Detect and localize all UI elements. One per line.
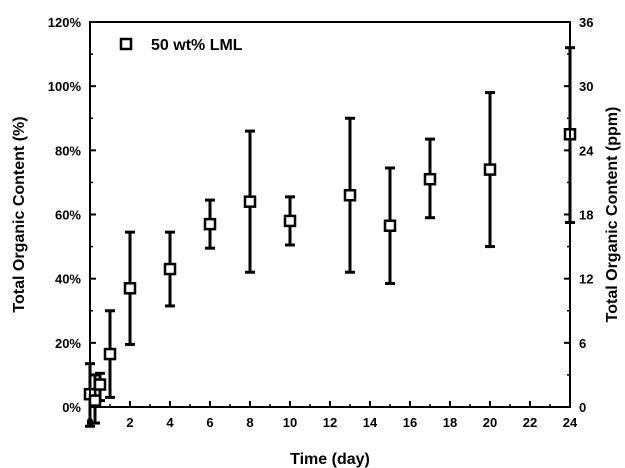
x-tick-label: 22 bbox=[523, 415, 537, 430]
data-markers bbox=[83, 128, 577, 407]
legend-marker bbox=[119, 37, 133, 51]
y-left-tick-label: 20% bbox=[55, 336, 81, 351]
data-point bbox=[163, 262, 177, 276]
x-tick-label: 12 bbox=[323, 415, 337, 430]
y-right-axis-ticks: 0 6 12 18 24 30 36 bbox=[564, 15, 594, 415]
y-right-axis-title: Total Organic Content (ppm) bbox=[604, 107, 621, 323]
x-tick-label: 0 bbox=[86, 415, 93, 430]
x-tick-label: 2 bbox=[126, 415, 133, 430]
y-left-tick-label: 40% bbox=[55, 272, 81, 287]
x-tick-label: 20 bbox=[483, 415, 497, 430]
x-tick-label: 14 bbox=[363, 415, 378, 430]
data-point bbox=[88, 394, 102, 407]
data-point bbox=[423, 172, 437, 186]
y-right-tick-label: 24 bbox=[579, 143, 594, 158]
data-point bbox=[203, 217, 217, 231]
legend-label: 50 wt% LML bbox=[151, 37, 243, 54]
x-tick-label: 24 bbox=[563, 415, 578, 430]
y-right-tick-label: 30 bbox=[579, 79, 593, 94]
y-right-tick-label: 18 bbox=[579, 208, 593, 223]
y-left-tick-label: 120% bbox=[48, 15, 82, 30]
y-left-tick-label: 80% bbox=[55, 143, 81, 158]
data-point bbox=[383, 219, 397, 232]
y-left-axis-title: Total Organic Content (%) bbox=[11, 116, 28, 312]
x-tick-label: 6 bbox=[206, 415, 213, 430]
x-axis-ticks: 0 2 4 6 8 10 12 14 16 18 20 22 24 bbox=[86, 401, 578, 430]
plot-frame bbox=[89, 21, 571, 408]
x-tick-label: 10 bbox=[283, 415, 297, 430]
error-bars bbox=[85, 46, 575, 428]
data-point bbox=[243, 195, 257, 208]
legend: 50 wt% LML bbox=[119, 37, 243, 54]
x-axis-title: Time (day) bbox=[290, 451, 370, 468]
data-point bbox=[93, 378, 107, 391]
y-right-tick-label: 36 bbox=[579, 15, 593, 30]
data-point bbox=[103, 347, 117, 361]
x-tick-label: 8 bbox=[246, 415, 253, 430]
y-left-tick-label: 60% bbox=[55, 208, 81, 223]
x-tick-label: 4 bbox=[166, 415, 174, 430]
y-right-tick-label: 6 bbox=[579, 336, 586, 351]
data-point bbox=[483, 163, 497, 176]
y-right-tick-label: 0 bbox=[579, 400, 586, 415]
y-right-tick-label: 12 bbox=[579, 272, 593, 287]
y-left-axis-ticks: 0% 20% 40% 60% 80% 100% 120% bbox=[48, 15, 96, 415]
x-tick-label: 18 bbox=[443, 415, 457, 430]
data-point bbox=[283, 214, 297, 228]
x-tick-label: 16 bbox=[403, 415, 417, 430]
y-left-tick-label: 100% bbox=[48, 79, 82, 94]
y-left-tick-label: 0% bbox=[62, 400, 81, 415]
data-point bbox=[123, 282, 137, 295]
data-point bbox=[343, 189, 357, 202]
